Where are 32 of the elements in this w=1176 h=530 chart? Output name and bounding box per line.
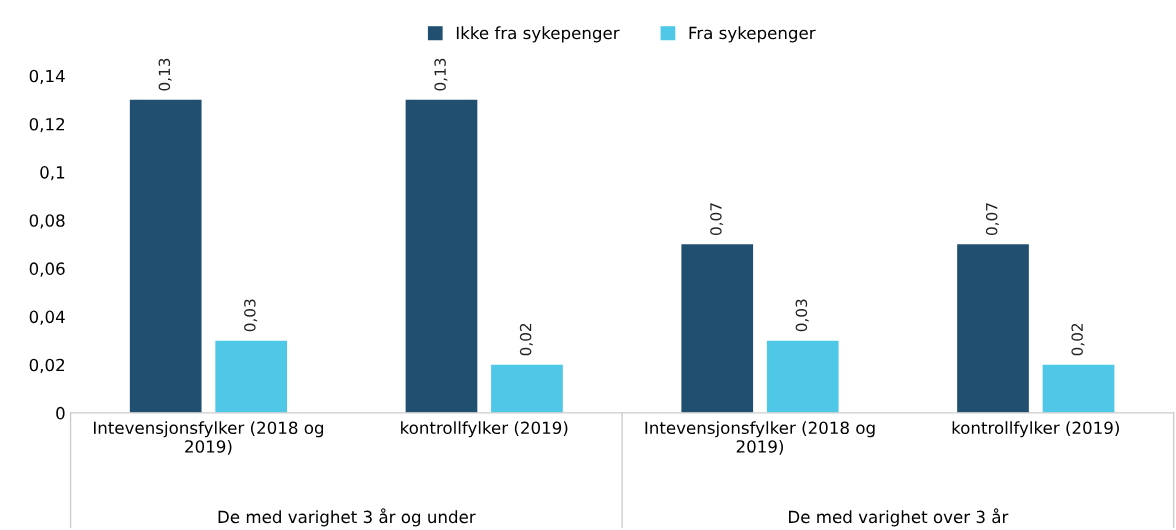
bar xyxy=(129,99,202,413)
legend-label: Fra sykepenger xyxy=(689,26,816,43)
y-tick-label: 0,08 xyxy=(29,214,65,229)
bar xyxy=(957,244,1029,413)
x-tick-label: Intevensjonsfylker (2018 og 2019) xyxy=(645,421,875,455)
data-label: 0,07 xyxy=(710,203,724,235)
y-tick-label: 0,12 xyxy=(29,117,65,133)
data-label: 0,03 xyxy=(244,299,258,332)
y-tick-label: 0,1 xyxy=(40,166,65,181)
data-label: 0,13 xyxy=(158,58,172,91)
y-tick-label: 0,14 xyxy=(29,69,65,85)
text: De med varighet 3 år og under xyxy=(218,508,476,527)
bar xyxy=(215,340,288,413)
bar xyxy=(766,340,839,413)
bar xyxy=(491,364,563,413)
data-label: 0,02 xyxy=(519,323,533,356)
y-tick-label: 0,04 xyxy=(29,310,65,325)
y-tick-label: 0,06 xyxy=(29,262,65,277)
data-label: 0,03 xyxy=(795,299,809,332)
legend-label: Ikke fra sykepenger xyxy=(456,26,620,43)
data-label: 0,13 xyxy=(434,58,448,91)
y-tick-label: 0 xyxy=(56,406,65,420)
text: De med varighet over 3 år xyxy=(789,508,1009,527)
data-label: 0,07 xyxy=(985,203,1000,235)
x-tick-label: kontrollfylker (2019) xyxy=(401,421,568,438)
bar xyxy=(1042,364,1115,413)
x-tick-label: Intevensjonsfylker (2018 og 2019) xyxy=(93,421,324,455)
bar xyxy=(405,99,478,413)
data-label: 0,02 xyxy=(1071,323,1085,356)
x-tick-label: kontrollfylker (2019) xyxy=(952,421,1119,438)
y-tick-label: 0,02 xyxy=(29,358,65,373)
bar xyxy=(681,244,754,413)
